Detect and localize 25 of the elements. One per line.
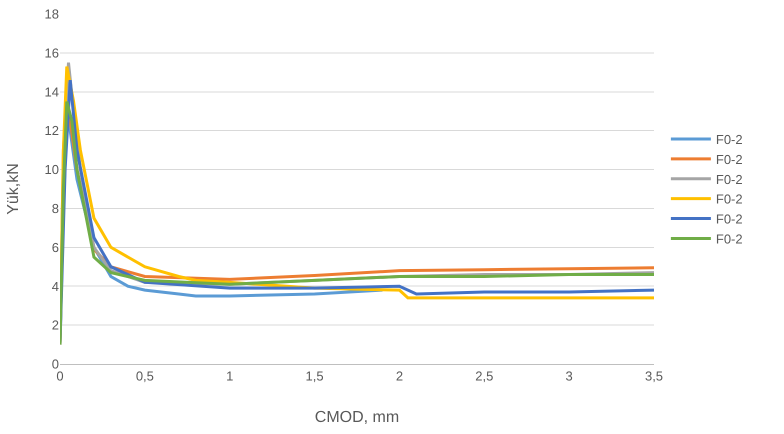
x-tick-label: 2: [396, 368, 404, 384]
legend-label: F0-2: [716, 172, 743, 187]
x-tick-label: 1,5: [306, 368, 324, 384]
y-tick-label: 18: [44, 6, 59, 22]
y-tick-label: 16: [44, 45, 59, 60]
x-tick-label: 0,5: [136, 368, 154, 384]
y-tick-label: 12: [44, 123, 59, 138]
legend-label: F0-2: [716, 152, 743, 167]
legend-label: F0-2: [716, 232, 743, 247]
y-tick-label: 8: [52, 200, 59, 216]
y-tick-label: 4: [52, 278, 59, 294]
x-tick-label: 2,5: [475, 368, 494, 384]
x-tick-label: 3: [566, 368, 573, 384]
legend-label: F0-2: [716, 192, 743, 207]
x-axis-title: CMOD, mm: [314, 409, 400, 426]
y-tick-label: 6: [52, 240, 59, 255]
x-tick-label: 1: [226, 368, 234, 384]
y-tick-label: 10: [44, 162, 59, 178]
legend-label: F0-2: [716, 212, 743, 227]
legend-label: F0-2: [716, 132, 743, 148]
y-axis-title: Yük,kN: [5, 163, 22, 215]
y-tick-label: 2: [52, 318, 59, 333]
y-tick-label: 0: [52, 356, 59, 372]
x-tick-label: 3,5: [644, 368, 664, 384]
y-tick-label: 14: [44, 84, 59, 100]
